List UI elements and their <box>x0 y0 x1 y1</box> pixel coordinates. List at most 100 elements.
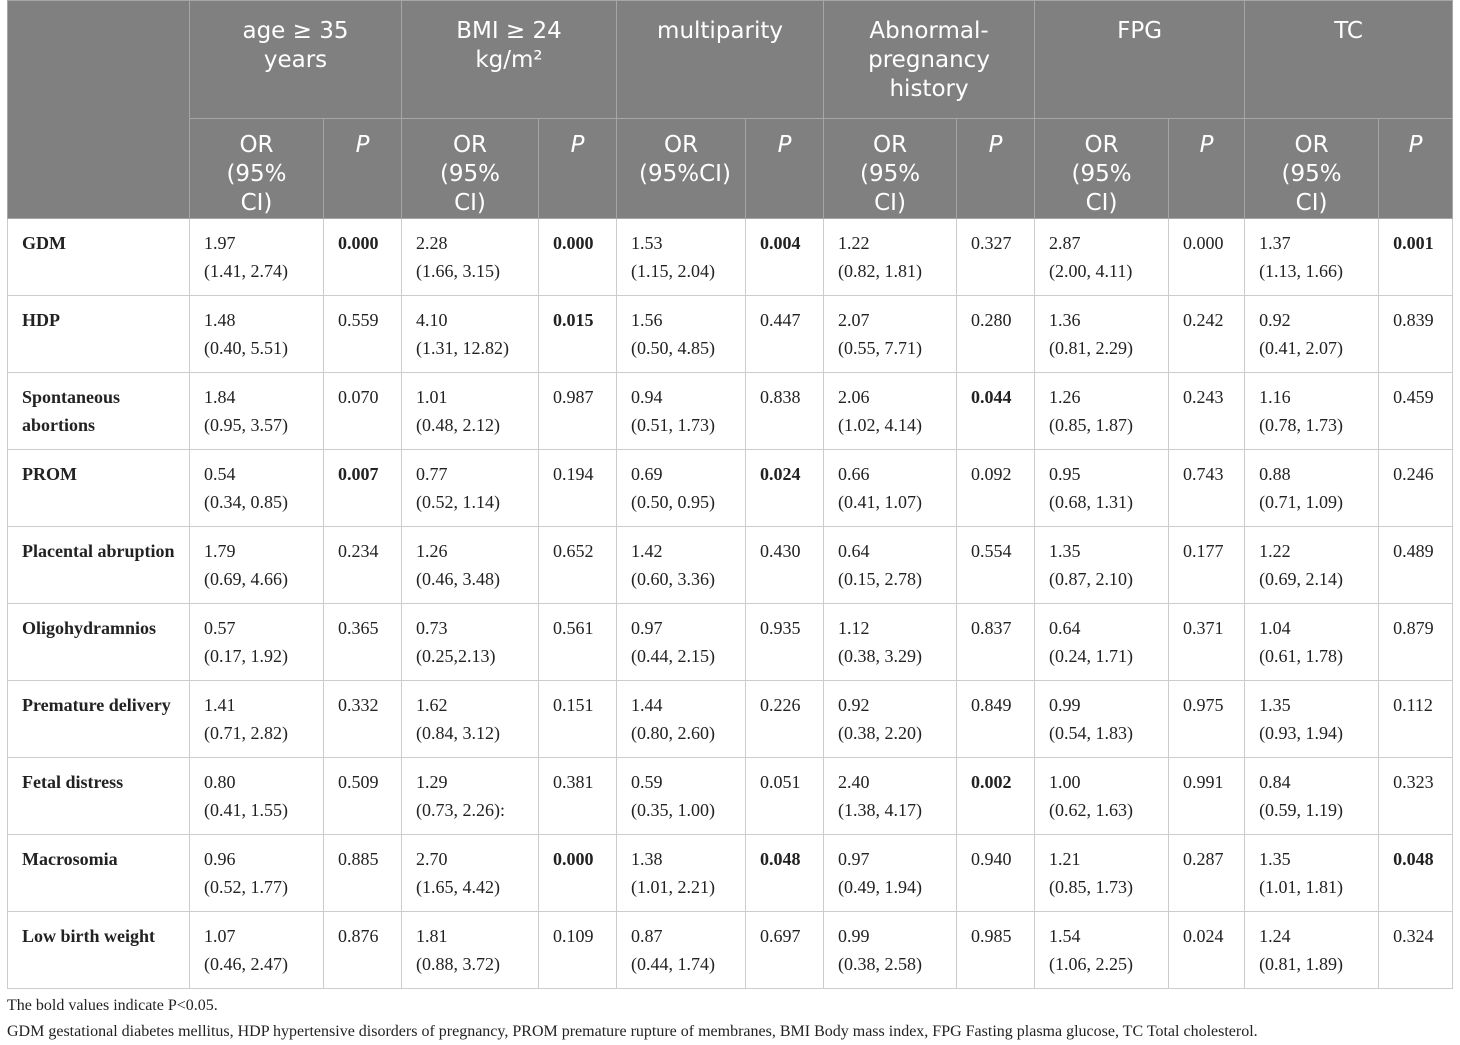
p-value: 0.447 <box>745 295 825 373</box>
confidence-interval: (0.41, 1.55) <box>204 800 288 820</box>
confidence-interval: (0.41, 2.07) <box>1259 338 1344 358</box>
confidence-interval: (0.81, 2.29) <box>1049 338 1134 358</box>
p-value: 0.743 <box>1168 449 1246 527</box>
or-cell: 1.04 (0.61, 1.78) <box>1244 603 1380 681</box>
p-header: P <box>1378 118 1454 219</box>
odds-ratio: 0.96 <box>204 849 236 869</box>
confidence-interval: (0.85, 1.87) <box>1049 415 1134 435</box>
odds-ratio: 1.24 <box>1259 926 1291 946</box>
odds-ratio: 0.64 <box>838 541 870 561</box>
p-value: 0.940 <box>956 834 1036 912</box>
odds-ratio: 1.36 <box>1049 310 1081 330</box>
odds-ratio: 0.97 <box>631 618 663 638</box>
column-header: TC <box>1244 0 1454 119</box>
table-row: Spontaneous abortions 1.84 (0.95, 3.57) 0.0… <box>7 372 1454 450</box>
or-cell: 2.07 (0.55, 7.71) <box>823 295 958 373</box>
p-value: 0.092 <box>956 449 1036 527</box>
or-cell: 1.97 (1.41, 2.74) <box>189 218 324 296</box>
confidence-interval: (0.61, 1.78) <box>1259 646 1344 666</box>
confidence-interval: (0.50, 0.95) <box>631 492 716 512</box>
confidence-interval: (0.51, 1.73) <box>631 415 716 435</box>
odds-ratio: 1.84 <box>204 387 236 407</box>
confidence-interval: (0.17, 1.92) <box>204 646 288 666</box>
p-value: 0.070 <box>323 372 402 450</box>
header-row: age ≥ 35 years BMI ≥ 24 kg/m² multiparity A… <box>7 0 1454 219</box>
or-cell: 0.92 (0.38, 2.20) <box>823 680 958 758</box>
confidence-interval: (0.69, 4.66) <box>204 569 288 589</box>
or-cell: 0.64 (0.15, 2.78) <box>823 526 958 604</box>
confidence-interval: (0.44, 2.15) <box>631 646 716 666</box>
or-header: OR (95%CI) <box>616 118 747 219</box>
odds-ratio: 2.70 <box>416 849 448 869</box>
or-cell: 1.00 (0.62, 1.63) <box>1034 757 1170 835</box>
p-value: 0.226 <box>745 680 825 758</box>
p-value: 0.430 <box>745 526 825 604</box>
odds-ratio: 2.28 <box>416 233 448 253</box>
table-row: Placental abruption 1.79 (0.69, 4.66) 0.234… <box>7 526 1454 604</box>
confidence-interval: (1.15, 2.04) <box>631 261 716 281</box>
confidence-interval: (1.66, 3.15) <box>416 261 500 281</box>
p-value: 0.112 <box>1378 680 1454 758</box>
or-cell: 1.35 (0.93, 1.94) <box>1244 680 1380 758</box>
or-cell: 0.96 (0.52, 1.77) <box>189 834 324 912</box>
table-row: GDM 1.97 (1.41, 2.74) 0.000 2.28 (1.66, 3.15)… <box>7 218 1454 296</box>
odds-ratio: 1.22 <box>1259 541 1291 561</box>
p-value: 0.849 <box>956 680 1036 758</box>
p-value: 0.048 <box>1378 834 1454 912</box>
row-label: Low birth weight <box>7 911 190 989</box>
table-row: HDP 1.48 (0.40, 5.51) 0.559 4.10 (1.31, 12.82… <box>7 295 1454 373</box>
odds-ratio: 0.99 <box>1049 695 1081 715</box>
confidence-interval: (0.25,2.13) <box>416 646 496 666</box>
confidence-interval: (1.06, 2.25) <box>1049 954 1134 974</box>
p-value: 0.327 <box>956 218 1036 296</box>
p-value: 0.002 <box>956 757 1036 835</box>
odds-ratio: 2.06 <box>838 387 870 407</box>
p-value: 0.024 <box>1168 911 1246 989</box>
or-cell: 1.81 (0.88, 3.72) <box>401 911 539 989</box>
confidence-interval: (1.02, 4.14) <box>838 415 923 435</box>
odds-ratio: 1.56 <box>631 310 663 330</box>
odds-ratio: 1.26 <box>1049 387 1081 407</box>
subheader-row: OR (95% CI) P OR (95% CI) P OR (95%CI) P OR (9… <box>8 118 1454 219</box>
column-header: BMI ≥ 24 kg/m² <box>400 0 618 119</box>
or-cell: 1.84 (0.95, 3.57) <box>189 372 324 450</box>
p-value: 0.243 <box>1168 372 1246 450</box>
or-cell: 1.22 (0.82, 1.81) <box>823 218 958 296</box>
or-cell: 1.48 (0.40, 5.51) <box>189 295 324 373</box>
confidence-interval: (1.13, 1.66) <box>1259 261 1344 281</box>
odds-ratio: 1.04 <box>1259 618 1291 638</box>
p-value: 0.234 <box>323 526 402 604</box>
table-row: Low birth weight 1.07 (0.46, 2.47) 0.876 1.8… <box>7 911 1454 989</box>
or-cell: 1.35 (1.01, 1.81) <box>1244 834 1380 912</box>
odds-ratio: 4.10 <box>416 310 448 330</box>
p-value: 0.004 <box>745 218 825 296</box>
or-cell: 2.40 (1.38, 4.17) <box>823 757 958 835</box>
or-cell: 1.35 (0.87, 2.10) <box>1034 526 1170 604</box>
table-body: GDM 1.97 (1.41, 2.74) 0.000 2.28 (1.66, 3.15)… <box>7 218 1454 989</box>
confidence-interval: (1.31, 12.82) <box>416 338 509 358</box>
p-value: 0.332 <box>323 680 402 758</box>
confidence-interval: (0.82, 1.81) <box>838 261 923 281</box>
p-value: 0.838 <box>745 372 825 450</box>
or-cell: 2.06 (1.02, 4.14) <box>823 372 958 450</box>
odds-ratio: 0.73 <box>416 618 448 638</box>
confidence-interval: (0.46, 3.48) <box>416 569 500 589</box>
confidence-interval: (0.80, 2.60) <box>631 723 716 743</box>
p-value: 0.044 <box>956 372 1036 450</box>
footnote: The bold values indicate P<0.05. <box>7 997 218 1014</box>
confidence-interval: (0.52, 1.14) <box>416 492 500 512</box>
or-cell: 1.56 (0.50, 4.85) <box>616 295 747 373</box>
or-cell: 1.38 (1.01, 2.21) <box>616 834 747 912</box>
confidence-interval: (2.00, 4.11) <box>1049 261 1133 281</box>
odds-ratio: 0.84 <box>1259 772 1291 792</box>
column-header: Abnormal-pregnancy history <box>823 0 1036 119</box>
or-cell: 1.12 (0.38, 3.29) <box>823 603 958 681</box>
odds-ratio: 1.26 <box>416 541 448 561</box>
odds-ratio: 1.37 <box>1259 233 1291 253</box>
or-cell: 1.01 (0.48, 2.12) <box>401 372 539 450</box>
p-value: 0.987 <box>537 372 618 450</box>
row-label: Fetal distress <box>7 757 190 835</box>
table-row: PROM 0.54 (0.34, 0.85) 0.007 0.77 (0.52, 1.14… <box>7 449 1454 527</box>
odds-ratio: 2.87 <box>1049 233 1081 253</box>
p-value: 0.051 <box>745 757 825 835</box>
